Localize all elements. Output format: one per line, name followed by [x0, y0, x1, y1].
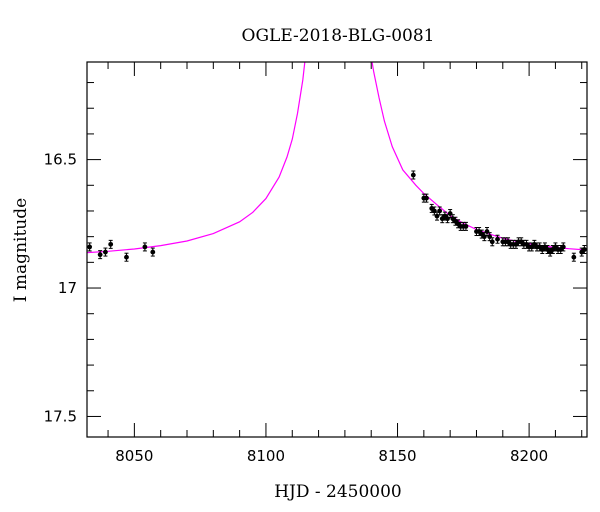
x-tick-label: 8200: [510, 447, 548, 465]
y-tick-label: 17.5: [44, 407, 77, 425]
data-point: [142, 244, 148, 250]
data-point: [108, 241, 114, 247]
data-point: [581, 247, 587, 252]
data-point: [410, 172, 416, 178]
x-tick-label: 8150: [378, 447, 416, 465]
data-point: [463, 223, 469, 229]
tick-labels: 8050 8100 8150 8200 16.5 17 17.5: [44, 151, 549, 465]
data-point: [97, 252, 103, 258]
y-tick-label: 17: [58, 279, 77, 297]
data-point: [150, 249, 156, 255]
y-axis-label: I magnitude: [11, 198, 31, 302]
chart-title: OGLE-2018-BLG-0081: [242, 26, 435, 46]
data-point: [484, 229, 490, 234]
model-curve: [87, 62, 587, 254]
data-point: [87, 244, 93, 250]
x-axis-label: HJD - 2450000: [274, 482, 402, 502]
data-point: [560, 244, 566, 250]
data-point: [434, 213, 440, 219]
data-point: [124, 254, 129, 260]
data-points: [87, 170, 587, 262]
data-point: [571, 254, 577, 260]
data-point: [103, 249, 108, 255]
x-tick-label: 8050: [115, 447, 153, 465]
data-point: [487, 234, 493, 240]
y-tick-label: 16.5: [44, 151, 77, 169]
data-point: [424, 195, 429, 201]
data-point: [445, 216, 450, 222]
plot-frame: [86, 61, 588, 438]
data-point: [431, 208, 437, 214]
axis-ticks: [87, 62, 587, 437]
x-tick-label: 8100: [247, 447, 285, 465]
data-point: [447, 211, 453, 216]
data-point: [481, 234, 487, 240]
data-point: [495, 236, 500, 242]
data-point: [437, 208, 443, 214]
data-point: [489, 239, 495, 245]
